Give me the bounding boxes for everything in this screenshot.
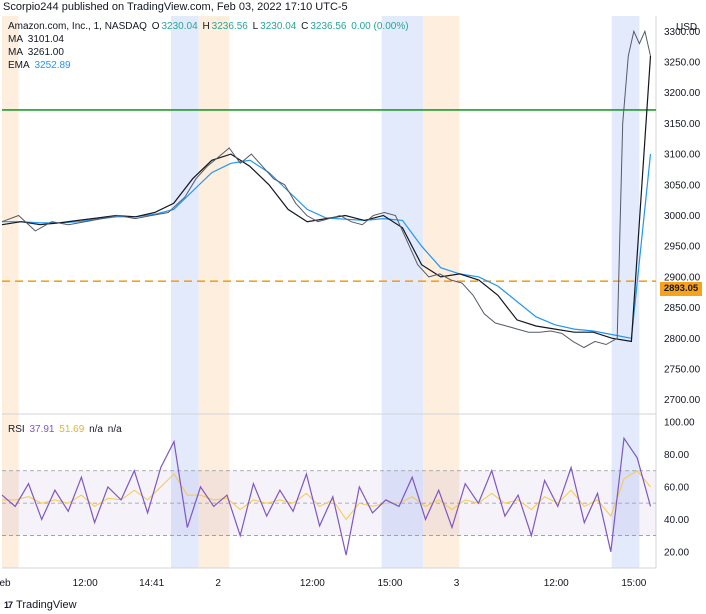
- rsi-line: [1, 436, 652, 556]
- open-label: O: [151, 21, 160, 32]
- price-tick-2850: 2850.00: [664, 303, 701, 314]
- currency-label: USD: [676, 22, 697, 33]
- session-band-0: [2, 16, 19, 568]
- rsi-na-1: n/a: [89, 424, 103, 435]
- time-tick-5: 15:00: [377, 578, 402, 589]
- rsi-value: 37.91: [29, 424, 55, 435]
- time-tick-3: 2: [215, 578, 221, 589]
- open-value: 3230.04: [161, 21, 198, 32]
- time-tick-7: 12:00: [544, 578, 569, 589]
- session-band-4: [423, 16, 460, 568]
- ema-label: EMA: [8, 60, 30, 71]
- time-tick-8: 15:00: [621, 578, 646, 589]
- ma1-legend[interactable]: MA 3101.04: [8, 33, 66, 46]
- tradingview-brand: TradingView: [16, 599, 77, 611]
- price-tick-3050: 3050.00: [664, 180, 701, 191]
- price-tick-2750: 2750.00: [664, 365, 701, 376]
- price-tick-3200: 3200.00: [664, 88, 701, 99]
- publish-header: Scorpio244 published on TradingView.com,…: [3, 1, 348, 13]
- price-tick-2800: 2800.00: [664, 334, 701, 345]
- ma2-value: 3261.00: [27, 47, 64, 58]
- rsi-ma-line: [2, 470, 651, 521]
- time-tick-4: 12:00: [300, 578, 325, 589]
- price-tick-3100: 3100.00: [664, 150, 701, 161]
- ma2-label: MA: [8, 47, 23, 58]
- symbol-label[interactable]: Amazon.com, Inc., 1, NASDAQ: [8, 21, 147, 32]
- price-tag-2893: 2893.05: [660, 282, 702, 296]
- ma1-value: 3101.04: [27, 34, 64, 45]
- rsi-tick-60: 60.00: [664, 482, 689, 493]
- ema-value: 3252.89: [34, 60, 71, 71]
- ema-line: [2, 154, 652, 340]
- rsi-tick-40: 40.00: [664, 515, 689, 526]
- rsi-legend[interactable]: RSI 37.91 51.69 n/a n/a: [8, 423, 124, 436]
- rsi-tick-100: 100.00: [664, 418, 695, 429]
- price-tick-3250: 3250.00: [664, 58, 701, 69]
- time-tick-6: 3: [454, 578, 460, 589]
- close-value: 3236.56: [310, 21, 347, 32]
- ma2-legend[interactable]: MA 3261.00: [8, 46, 66, 59]
- tradingview-logo-icon: 17: [4, 600, 13, 610]
- rsi-tick-80: 80.00: [664, 450, 689, 461]
- close-label: C: [301, 21, 309, 32]
- time-tick-0: Feb: [0, 578, 11, 589]
- price-tick-3150: 3150.00: [664, 119, 701, 130]
- session-band-3: [381, 16, 424, 568]
- tradingview-footer[interactable]: 17 TradingView: [4, 598, 77, 612]
- ma1-label: MA: [8, 34, 23, 45]
- high-value: 3236.56: [211, 21, 248, 32]
- price-legend: Amazon.com, Inc., 1, NASDAQ O 3230.04 H 32…: [8, 20, 411, 33]
- price-tick-2900: 2900.00: [664, 272, 701, 283]
- rsi-ma-value: 51.69: [59, 424, 85, 435]
- ma-line: [1, 55, 652, 343]
- price-line: [1, 29, 651, 349]
- price-tick-2700: 2700.00: [664, 395, 701, 406]
- rsi-label: RSI: [8, 424, 25, 435]
- rsi-na-2: n/a: [107, 424, 122, 435]
- time-tick-1: 12:00: [73, 578, 98, 589]
- price-tick-3000: 3000.00: [664, 211, 701, 222]
- low-value: 3230.04: [260, 21, 297, 32]
- time-tick-2: 14:41: [139, 578, 164, 589]
- high-label: H: [202, 21, 210, 32]
- price-tick-3300: 3300.00: [664, 27, 701, 38]
- ema-legend[interactable]: EMA 3252.89: [8, 59, 73, 72]
- low-label: L: [252, 21, 259, 32]
- session-band-2: [198, 16, 230, 568]
- change-value: 0.00 (0.00%): [351, 21, 409, 32]
- price-tick-2950: 2950.00: [664, 242, 701, 253]
- rsi-tick-20: 20.00: [664, 547, 689, 558]
